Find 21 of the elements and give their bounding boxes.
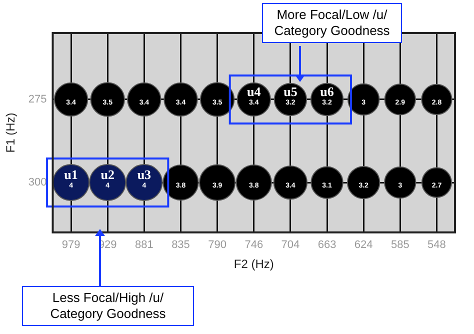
x-tick-label: 704 (281, 239, 300, 252)
text: Less Focal/High /u/ Category Goodness (22, 286, 194, 326)
y-tick-label: 275 (28, 94, 47, 106)
x-tick-label: 663 (318, 239, 336, 252)
x-tick-label: 585 (390, 239, 410, 252)
x-tick-label: 790 (208, 239, 226, 252)
x-tick-label: 548 (428, 239, 446, 252)
annotation: u6 (320, 84, 334, 99)
x-tick-label: 881 (134, 239, 154, 252)
annotation: u5 (284, 84, 298, 99)
x-tick-label: 835 (172, 239, 190, 252)
x-tick-label: 746 (244, 239, 264, 252)
x-axis-title: F2 (Hz) (234, 257, 274, 272)
annotation: u3 (137, 166, 152, 182)
x-tick-label: 979 (62, 239, 80, 252)
annotation: u4 (247, 84, 262, 99)
y-axis-title: F1 (Hz) (4, 112, 18, 153)
annotation: u2 (100, 166, 114, 182)
x-tick-label: 624 (354, 239, 373, 252)
annotation: u1 (64, 166, 78, 182)
annotation: More Focal/Low /u/ Category Goodness (262, 3, 402, 43)
